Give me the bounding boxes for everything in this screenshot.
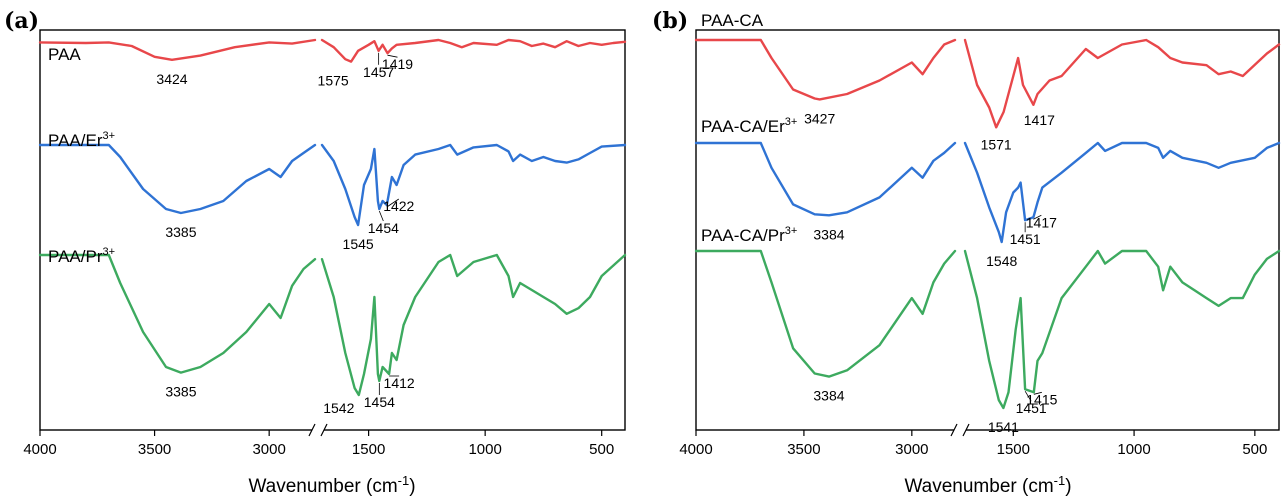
peak-leader-line bbox=[378, 210, 384, 222]
plot-frame bbox=[695, 29, 1280, 431]
axis-break-mark bbox=[950, 423, 958, 437]
peak-label: 1417 bbox=[1024, 112, 1055, 128]
axis-break-mark bbox=[962, 423, 970, 437]
peak-leader-line bbox=[387, 54, 398, 58]
x-tick-label: 3500 bbox=[787, 441, 820, 458]
series-label: PAA-CA/Er3+ bbox=[701, 116, 797, 136]
peak-label: 3385 bbox=[165, 384, 196, 400]
peak-label: 3424 bbox=[156, 71, 187, 87]
peak-leader-line bbox=[386, 198, 400, 208]
peak-label: 1575 bbox=[318, 73, 349, 89]
peak-label: 3384 bbox=[813, 226, 844, 242]
series-label: PAA-CA bbox=[701, 11, 764, 30]
peak-label: 1541 bbox=[988, 419, 1019, 435]
plot-frame bbox=[39, 29, 626, 431]
panel-label: (b) bbox=[652, 8, 688, 34]
peak-label: 1454 bbox=[364, 394, 395, 410]
series-label: PAA/Er3+ bbox=[48, 130, 115, 150]
peak-leader-line bbox=[1033, 214, 1042, 220]
panel-b: (b) 4000 3500 3000 1500 1000 500 Wavenumber (cm… bbox=[652, 8, 1281, 497]
peak-label: 1457 bbox=[363, 64, 394, 80]
series-line-paa-ca-high bbox=[694, 38, 957, 101]
x-tick-label: 1000 bbox=[468, 441, 501, 458]
peak-leader-line bbox=[1033, 391, 1042, 395]
peak-label: 1422 bbox=[383, 198, 414, 214]
series-line-paa-low bbox=[320, 38, 627, 63]
peak-label: 1415 bbox=[1026, 391, 1057, 407]
x-axis-title: Wavenumber (cm-1) bbox=[904, 473, 1071, 497]
x-tick-label: 1000 bbox=[1117, 441, 1150, 458]
peak-label: 3427 bbox=[804, 110, 835, 126]
x-tick-label: 500 bbox=[589, 441, 614, 458]
peak-leader-line bbox=[1024, 390, 1032, 402]
x-tick-label: 4000 bbox=[23, 441, 56, 458]
x-tick-label: 3500 bbox=[138, 441, 171, 458]
peak-label: 1451 bbox=[1016, 400, 1047, 416]
panel-label: (a) bbox=[4, 8, 39, 34]
peak-label: 1417 bbox=[1026, 214, 1057, 230]
axis-break-mark bbox=[308, 423, 316, 437]
series-line-paa-high bbox=[38, 38, 317, 61]
series-line-paa-ca-low bbox=[963, 38, 1281, 129]
x-tick-label: 1500 bbox=[352, 441, 385, 458]
axis-break-gap bbox=[312, 427, 324, 433]
peak-label: 1454 bbox=[368, 220, 399, 236]
series-line-paa-er-low bbox=[320, 143, 627, 227]
series-line-paa-ca-pr-low bbox=[963, 249, 1281, 410]
panel-a: (a) 4000 3500 3000 1500 1000 500 Wavenumber (cm… bbox=[4, 8, 627, 497]
series-line-paa-ca-er-high bbox=[694, 141, 957, 217]
series-line-paa-pr-high bbox=[38, 253, 317, 374]
series-label: PAA-CA/Pr3+ bbox=[701, 225, 797, 245]
x-tick-label: 4000 bbox=[679, 441, 712, 458]
peak-label: 1451 bbox=[1010, 231, 1041, 247]
series-line-paa-ca-pr-high bbox=[694, 249, 957, 378]
series-label: PAA/Pr3+ bbox=[48, 246, 115, 266]
series-line-paa-er-high bbox=[38, 143, 317, 215]
peak-label: 1412 bbox=[384, 375, 415, 391]
peak-label: 1548 bbox=[986, 253, 1017, 269]
peak-label: 3385 bbox=[165, 224, 196, 240]
series-label: PAA bbox=[48, 45, 81, 64]
x-axis-title: Wavenumber (cm-1) bbox=[248, 473, 415, 497]
x-tick-label: 3000 bbox=[895, 441, 928, 458]
x-tick-label: 3000 bbox=[252, 441, 285, 458]
x-tick-label: 500 bbox=[1242, 441, 1267, 458]
axis-break-mark bbox=[320, 423, 328, 437]
series-line-paa-pr-low bbox=[320, 253, 627, 397]
axis-break-gap bbox=[954, 427, 966, 433]
x-tick-label: 1500 bbox=[997, 441, 1030, 458]
series-line-paa-ca-er-low bbox=[963, 141, 1281, 244]
peak-label: 1571 bbox=[981, 136, 1012, 152]
peak-label: 1419 bbox=[382, 56, 413, 72]
peak-label: 1545 bbox=[343, 236, 374, 252]
peak-label: 1542 bbox=[323, 400, 354, 416]
peak-label: 3384 bbox=[813, 388, 844, 404]
